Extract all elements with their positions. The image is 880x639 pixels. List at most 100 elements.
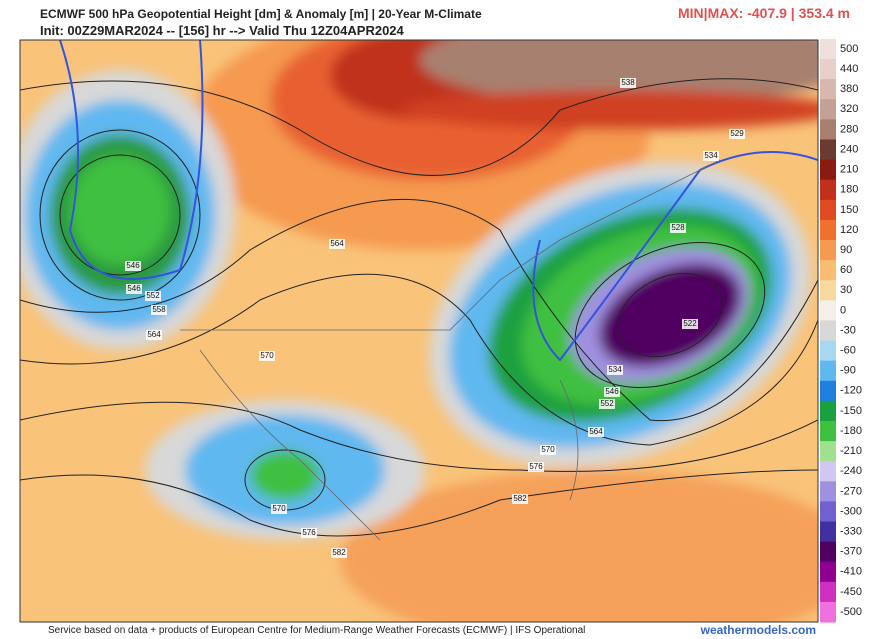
contour-label: 564 (147, 330, 161, 339)
colorbar-swatch (820, 561, 836, 583)
contour-label: 534 (704, 151, 718, 160)
colorbar-swatch (820, 481, 836, 502)
contour-label: 529 (730, 129, 744, 138)
colorbar-swatch (820, 119, 836, 140)
contour-label: 522 (683, 319, 697, 328)
contour-label-bg (125, 261, 141, 271)
colorbar-swatch (820, 441, 836, 462)
colorbar-label: 90 (840, 244, 852, 256)
colorbar-label: 440 (840, 63, 858, 75)
colorbar-label: -410 (840, 566, 862, 578)
contour-label: 528 (671, 223, 685, 232)
contour-label-bg (729, 129, 745, 139)
contour-label: 552 (600, 399, 614, 408)
colorbar-label: 180 (840, 184, 858, 196)
borders (180, 159, 721, 541)
contour-label: 570 (541, 445, 555, 454)
colorbar-swatch (820, 320, 836, 342)
colorbar-swatch (820, 199, 836, 221)
contour-label-bg (703, 151, 719, 161)
contour-label: 558 (152, 305, 166, 314)
colorbar-label: -90 (840, 365, 856, 377)
colorbar-label: -300 (840, 505, 862, 517)
site-link[interactable]: weathermodels.com (700, 623, 816, 637)
contour-label-bg (126, 284, 142, 294)
contour-label-bg (271, 504, 287, 514)
colorbar-label: 380 (840, 83, 858, 95)
contour-label-bg (620, 78, 636, 88)
colorbar-swatch (820, 581, 836, 603)
colorbar-label: -370 (840, 546, 862, 558)
colorbar-label: -120 (840, 385, 862, 397)
colorbar-swatch (820, 99, 836, 120)
contour-label-bg (151, 305, 167, 315)
contour-label-bg (145, 291, 161, 301)
contour-label: 582 (332, 548, 346, 557)
colorbar-swatch (820, 380, 836, 402)
subtitle: Init: 00Z29MAR2024 -- [156] hr --> Valid… (40, 23, 404, 38)
colorbar-label: 320 (840, 103, 858, 115)
colorbar-label: 150 (840, 204, 858, 216)
contour-label: 570 (260, 351, 274, 360)
contour-labels: 538 529 534 528 522 534 546 552 564 570 576 582 564 5… (125, 78, 745, 558)
colorbar-swatch (820, 420, 836, 442)
contour-label-bg (604, 387, 620, 397)
colorbar-label: -30 (840, 324, 856, 336)
contour-label: 564 (589, 427, 603, 436)
contour-label-bg (259, 351, 275, 361)
colorbar-label: 0 (840, 304, 846, 316)
contour-label-bg (146, 330, 162, 340)
contour-label-bg (682, 319, 698, 329)
colorbar-swatch (820, 521, 836, 543)
colorbar-label: -210 (840, 445, 862, 457)
contour-label: 576 (302, 528, 316, 537)
colorbar-swatch (820, 400, 836, 422)
contour-label: 538 (621, 78, 635, 87)
colorbar-label: -60 (840, 345, 856, 357)
contour-label-bg (528, 462, 544, 472)
title: ECMWF 500 hPa Geopotential Height [dm] &… (40, 7, 482, 21)
colorbar-label: 120 (840, 224, 858, 236)
contour-label: 534 (608, 365, 622, 374)
colorbar-label: 240 (840, 143, 858, 155)
contour-label-bg (670, 223, 686, 233)
colorbar-label: 280 (840, 123, 858, 135)
reference-contours (59, 40, 818, 362)
contour-label: 582 (513, 494, 527, 503)
colorbar-label: 500 (840, 43, 858, 55)
contour-label-bg (329, 239, 345, 249)
colorbar-swatch (820, 340, 836, 362)
colorbar-label: -500 (840, 606, 862, 618)
contour-label: 546 (127, 284, 141, 293)
colorbar-label: 210 (840, 164, 858, 176)
contour-label: 576 (529, 462, 543, 471)
colorbar-swatch (820, 179, 836, 201)
colorbar-label: -240 (840, 465, 862, 477)
colorbar-swatch (820, 541, 836, 563)
contour-label: 564 (330, 239, 344, 248)
colorbar-label: 30 (840, 284, 852, 296)
colorbar: 500 440 380 320 280 240 210 180 150 120 90 60 30 0 -30… (820, 38, 862, 623)
colorbar-swatch (820, 219, 836, 241)
anomaly-field (20, 40, 818, 622)
contour-label-bg (599, 399, 615, 409)
colorbar-label: -180 (840, 425, 862, 437)
contour-label: 546 (605, 387, 619, 396)
colorbar-swatch (820, 79, 836, 100)
contour-label-bg (540, 445, 556, 455)
min-max: MIN|MAX: -407.9 | 353.4 m (677, 5, 850, 21)
credit: Service based on data + products of Euro… (48, 625, 586, 636)
colorbar-swatch (820, 601, 836, 623)
colorbar-label: -270 (840, 485, 862, 497)
colorbar-swatch (820, 360, 836, 382)
colorbar-swatch (820, 59, 836, 80)
colorbar-label: 60 (840, 264, 852, 276)
colorbar-label: -150 (840, 405, 862, 417)
map-frame (19, 39, 819, 623)
colorbar-swatch (820, 260, 836, 281)
colorbar-swatch (820, 461, 836, 482)
colorbar-swatch (820, 159, 836, 181)
colorbar-swatch (820, 240, 836, 261)
